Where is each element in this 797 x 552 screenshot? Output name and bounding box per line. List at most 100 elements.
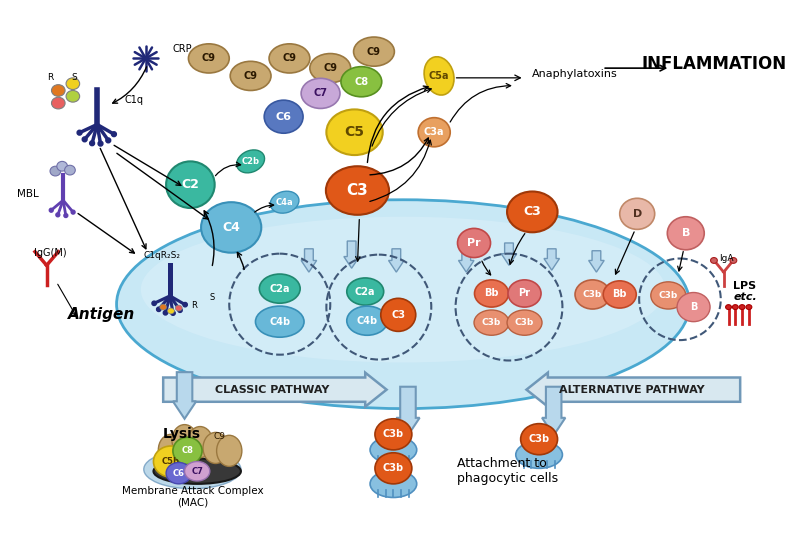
Ellipse shape	[188, 44, 230, 73]
Text: C2a: C2a	[355, 286, 375, 296]
Ellipse shape	[256, 306, 304, 337]
Ellipse shape	[418, 118, 450, 147]
Ellipse shape	[474, 310, 509, 335]
Ellipse shape	[603, 281, 636, 308]
Ellipse shape	[156, 307, 161, 311]
Ellipse shape	[354, 37, 395, 66]
Text: C3a: C3a	[424, 128, 445, 137]
FancyArrow shape	[344, 241, 359, 268]
Text: C3b: C3b	[528, 434, 550, 444]
Ellipse shape	[71, 210, 75, 214]
Text: S: S	[209, 293, 214, 302]
Text: C3b: C3b	[515, 318, 534, 327]
Ellipse shape	[52, 84, 65, 96]
Ellipse shape	[173, 437, 202, 464]
Text: C3: C3	[391, 310, 405, 320]
Ellipse shape	[203, 432, 228, 464]
Text: Pr: Pr	[467, 238, 481, 248]
Text: C8: C8	[182, 447, 194, 455]
Ellipse shape	[154, 446, 188, 477]
Ellipse shape	[217, 436, 241, 466]
Text: IgA: IgA	[719, 254, 733, 263]
Text: Pr: Pr	[519, 289, 531, 299]
Ellipse shape	[381, 298, 416, 331]
Text: C9: C9	[367, 46, 381, 57]
Ellipse shape	[424, 57, 454, 95]
Text: ALTERNATIVE PATHWAY: ALTERNATIVE PATHWAY	[559, 385, 705, 395]
Ellipse shape	[746, 305, 752, 310]
Ellipse shape	[347, 278, 383, 305]
Ellipse shape	[56, 213, 60, 217]
Ellipse shape	[341, 67, 382, 97]
Ellipse shape	[370, 436, 417, 464]
Ellipse shape	[375, 419, 412, 450]
Text: C3b: C3b	[658, 291, 678, 300]
Text: B: B	[681, 229, 690, 238]
Text: Anaphylatoxins: Anaphylatoxins	[532, 69, 618, 79]
Text: CLASSIC PATHWAY: CLASSIC PATHWAY	[215, 385, 329, 395]
Ellipse shape	[141, 217, 665, 363]
Text: C9: C9	[214, 432, 226, 441]
Text: C2a: C2a	[269, 284, 290, 294]
Text: C6: C6	[173, 469, 185, 477]
Ellipse shape	[620, 198, 654, 230]
Ellipse shape	[106, 138, 111, 143]
Ellipse shape	[52, 97, 65, 109]
Text: C4a: C4a	[276, 198, 293, 206]
Text: C7: C7	[313, 88, 328, 98]
Ellipse shape	[347, 306, 387, 335]
Text: CRP: CRP	[173, 44, 193, 54]
Ellipse shape	[112, 132, 116, 136]
Text: INFLAMMATION: INFLAMMATION	[642, 55, 787, 73]
Ellipse shape	[178, 308, 183, 312]
Ellipse shape	[185, 461, 210, 481]
Ellipse shape	[163, 311, 167, 315]
Ellipse shape	[575, 280, 610, 309]
Ellipse shape	[187, 427, 213, 458]
Ellipse shape	[201, 202, 261, 253]
Text: C9: C9	[282, 54, 296, 63]
FancyArrow shape	[396, 387, 420, 436]
Ellipse shape	[520, 423, 558, 455]
Ellipse shape	[269, 44, 310, 73]
Ellipse shape	[49, 208, 53, 212]
Text: C3: C3	[347, 183, 368, 198]
Text: Bb: Bb	[485, 289, 499, 299]
Ellipse shape	[375, 453, 412, 484]
Ellipse shape	[66, 91, 80, 102]
Ellipse shape	[651, 282, 685, 309]
Text: B: B	[690, 302, 697, 312]
Ellipse shape	[154, 459, 241, 484]
FancyArrow shape	[389, 249, 404, 272]
Text: Attachment to
phagocytic cells: Attachment to phagocytic cells	[457, 457, 558, 485]
Ellipse shape	[508, 280, 541, 307]
Ellipse shape	[183, 302, 187, 307]
Ellipse shape	[50, 166, 61, 176]
Ellipse shape	[90, 141, 95, 146]
Text: S: S	[71, 73, 77, 82]
Text: C2: C2	[182, 178, 199, 191]
Text: C5b: C5b	[162, 457, 180, 466]
Text: C1q: C1q	[124, 95, 143, 105]
Ellipse shape	[265, 100, 303, 133]
Ellipse shape	[270, 191, 299, 213]
Ellipse shape	[171, 311, 175, 315]
Ellipse shape	[82, 137, 87, 142]
Ellipse shape	[326, 166, 389, 215]
Ellipse shape	[507, 192, 558, 232]
Ellipse shape	[370, 470, 417, 497]
Ellipse shape	[166, 463, 191, 484]
Text: C5a: C5a	[429, 71, 450, 81]
Ellipse shape	[677, 293, 710, 322]
FancyArrow shape	[173, 372, 196, 419]
Ellipse shape	[98, 141, 103, 146]
Ellipse shape	[301, 78, 340, 108]
Ellipse shape	[237, 150, 265, 173]
FancyArrow shape	[542, 387, 565, 436]
Ellipse shape	[259, 274, 300, 303]
FancyArrow shape	[544, 249, 559, 270]
Text: LPS: LPS	[733, 281, 756, 291]
Text: C4b: C4b	[269, 317, 290, 327]
FancyArrow shape	[301, 249, 316, 272]
Ellipse shape	[175, 305, 183, 311]
